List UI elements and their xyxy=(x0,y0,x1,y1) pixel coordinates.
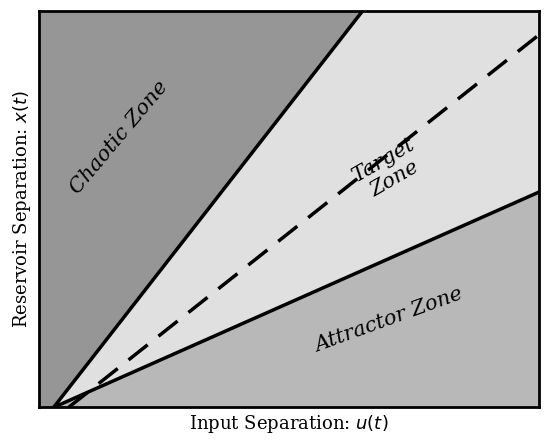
Text: Attractor Zone: Attractor Zone xyxy=(312,285,465,356)
Text: Target
Zone: Target Zone xyxy=(349,135,429,205)
Y-axis label: Reservoir Separation: $x(t)$: Reservoir Separation: $x(t)$ xyxy=(11,91,33,328)
X-axis label: Input Separation: $u(t)$: Input Separation: $u(t)$ xyxy=(189,413,388,435)
Text: Chaotic Zone: Chaotic Zone xyxy=(66,78,171,198)
Polygon shape xyxy=(54,192,539,407)
Polygon shape xyxy=(39,11,362,407)
